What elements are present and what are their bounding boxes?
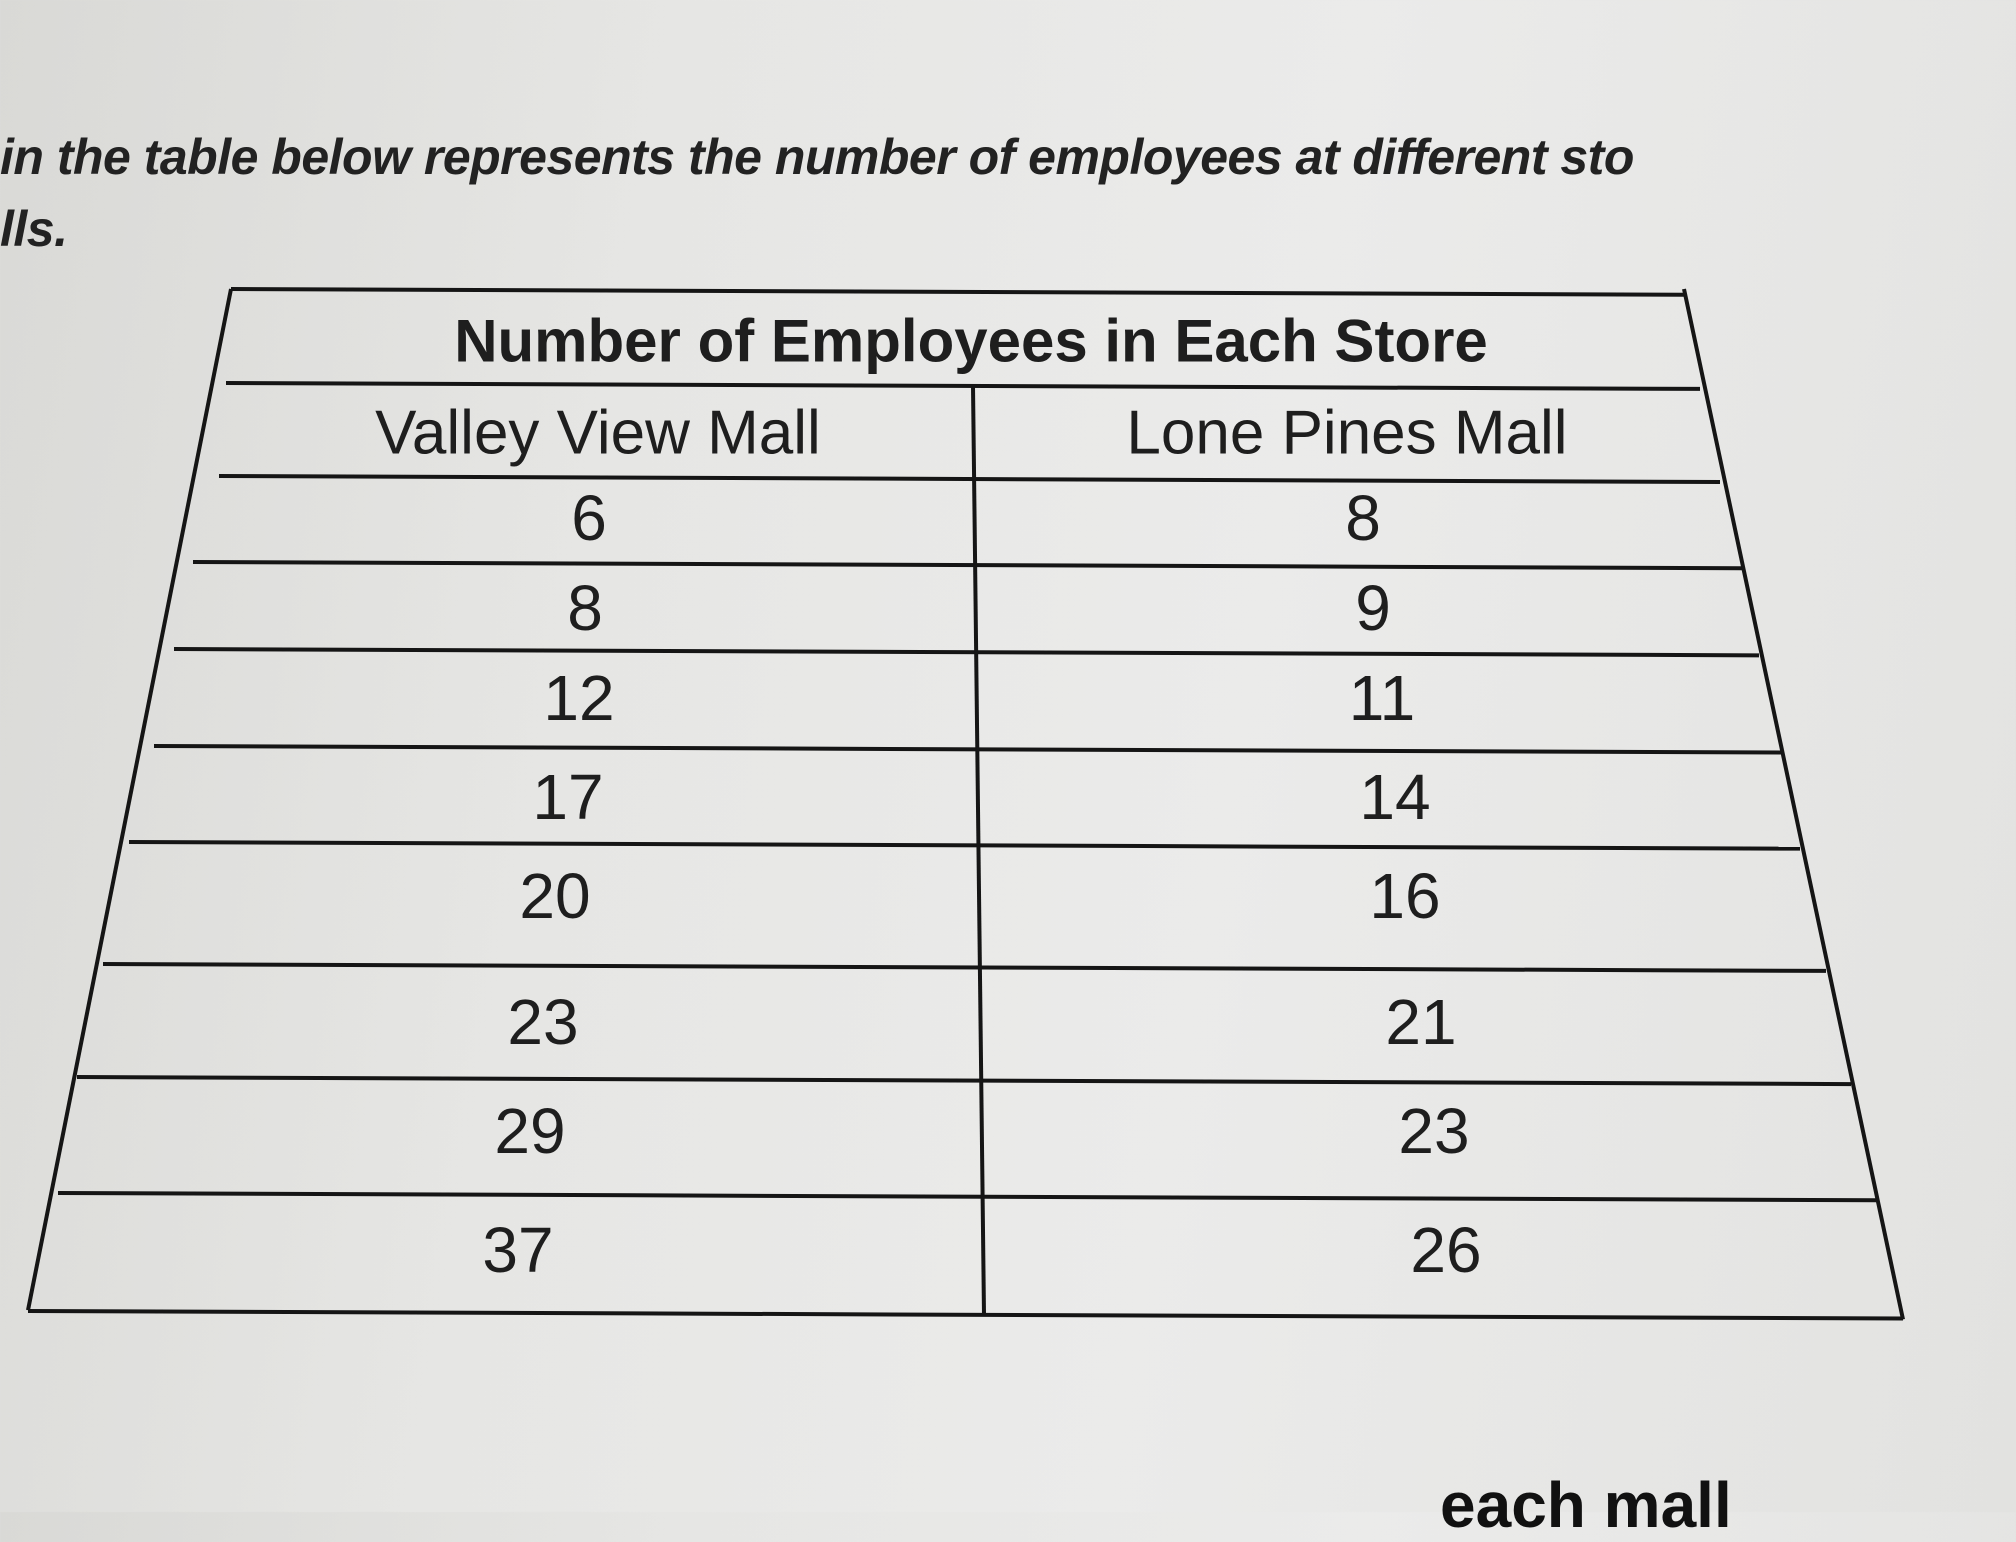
valley-view-value: 6 — [571, 482, 607, 554]
lone-pines-value: 21 — [1385, 986, 1457, 1058]
row-border — [76, 1075, 1852, 1087]
row-border — [225, 381, 1701, 391]
valley-view-value: 29 — [494, 1095, 566, 1167]
table-left-border — [26, 288, 233, 1311]
lone-pines-value: 14 — [1359, 761, 1431, 833]
column-header-lone-pines: Lone Pines Mall — [1126, 398, 1568, 468]
row-border — [192, 560, 1743, 571]
column-header-valley-view: Valley View Mall — [375, 398, 821, 468]
lone-pines-value: 16 — [1369, 860, 1441, 932]
valley-view-value: 12 — [543, 662, 615, 734]
row-border — [128, 840, 1801, 851]
valley-view-value: 23 — [507, 986, 579, 1058]
table-title: Number of Employees in Each Store — [454, 307, 1488, 375]
valley-view-value: 37 — [482, 1214, 554, 1286]
row-border — [57, 1191, 1878, 1203]
valley-view-value: 17 — [532, 761, 604, 833]
lone-pines-value: 8 — [1345, 482, 1381, 554]
valley-view-value: 8 — [567, 572, 603, 644]
row-border — [27, 1309, 1904, 1321]
row-border — [218, 474, 1721, 485]
table-right-border — [1682, 288, 1905, 1320]
footer-text-fragment: each mall — [1440, 1469, 1732, 1541]
lone-pines-value: 23 — [1398, 1095, 1470, 1167]
row-border — [153, 744, 1782, 755]
lone-pines-value: 11 — [1348, 662, 1416, 734]
valley-view-value: 20 — [519, 860, 591, 932]
lone-pines-value: 26 — [1410, 1214, 1482, 1286]
row-border — [173, 647, 1760, 658]
lone-pines-value: 9 — [1355, 572, 1391, 644]
row-border — [230, 287, 1685, 297]
intro-text-line-1: in the table below represents the number… — [0, 129, 1634, 185]
intro-text-line-2: lls. — [0, 201, 68, 257]
column-divider — [971, 385, 986, 1316]
row-border — [102, 962, 1827, 973]
